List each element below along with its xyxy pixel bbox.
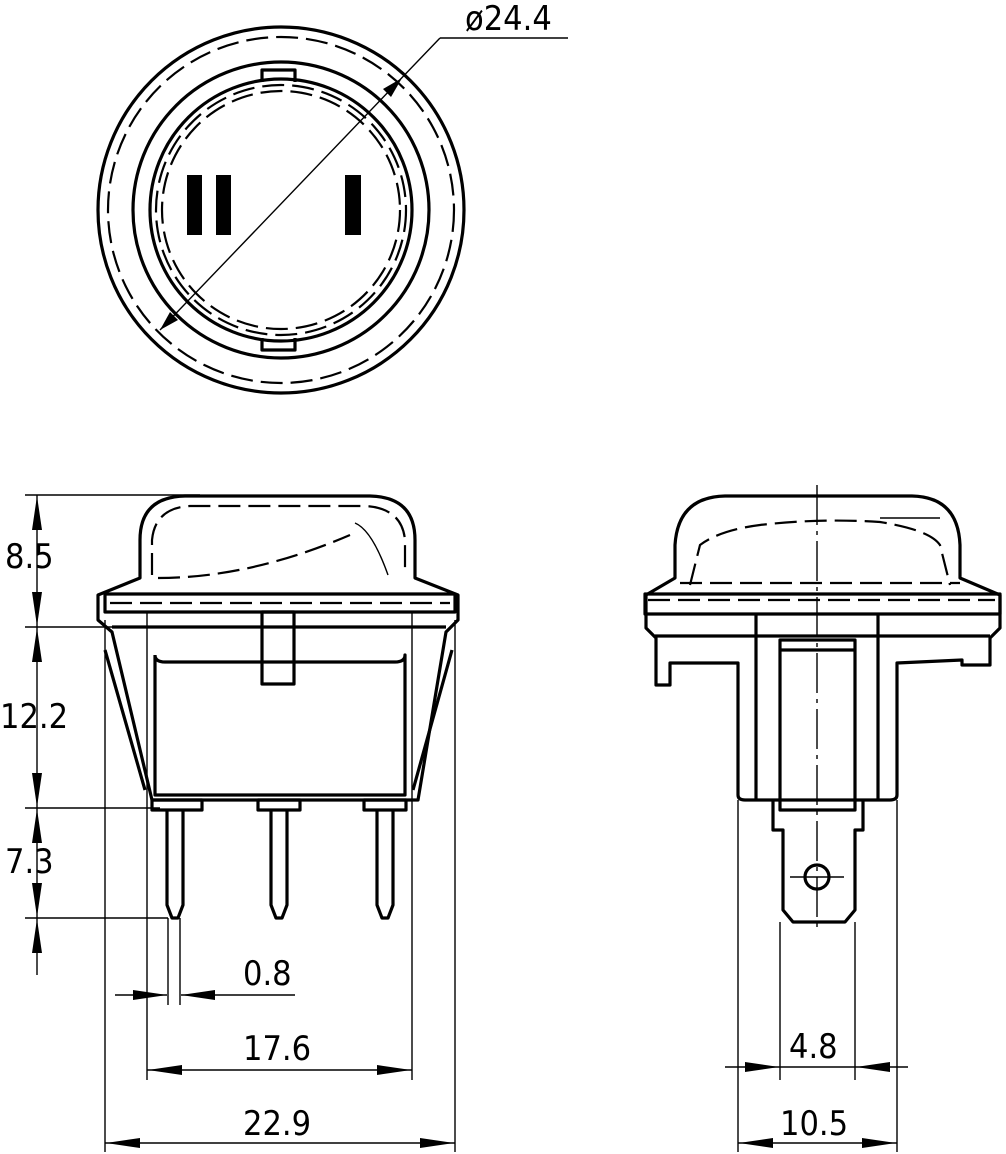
diameter-label: ø24.4 [465,0,552,39]
off-marking-bar-1 [187,175,202,235]
dim-pin-thickness: 0.8 [243,954,292,994]
dim-pin-length: 7.3 [5,842,54,882]
dim-tab-width: 4.8 [789,1027,838,1067]
off-marking-bar-2 [216,175,231,235]
dim-body-width: 17.6 [243,1029,311,1069]
dim-body-depth: 10.5 [780,1104,848,1144]
dim-cap-height: 8.5 [5,537,54,577]
front-view: 8.5 12.2 7.3 0.8 17.6 22.9 [0,494,460,1152]
pins [150,798,408,920]
on-marking-bar [345,175,361,235]
top-view: ø24.4 [96,0,568,395]
dim-body-height: 12.2 [0,697,68,737]
dim-flange-width: 22.9 [243,1104,311,1144]
side-view: 4.8 10.5 [643,485,1002,1152]
